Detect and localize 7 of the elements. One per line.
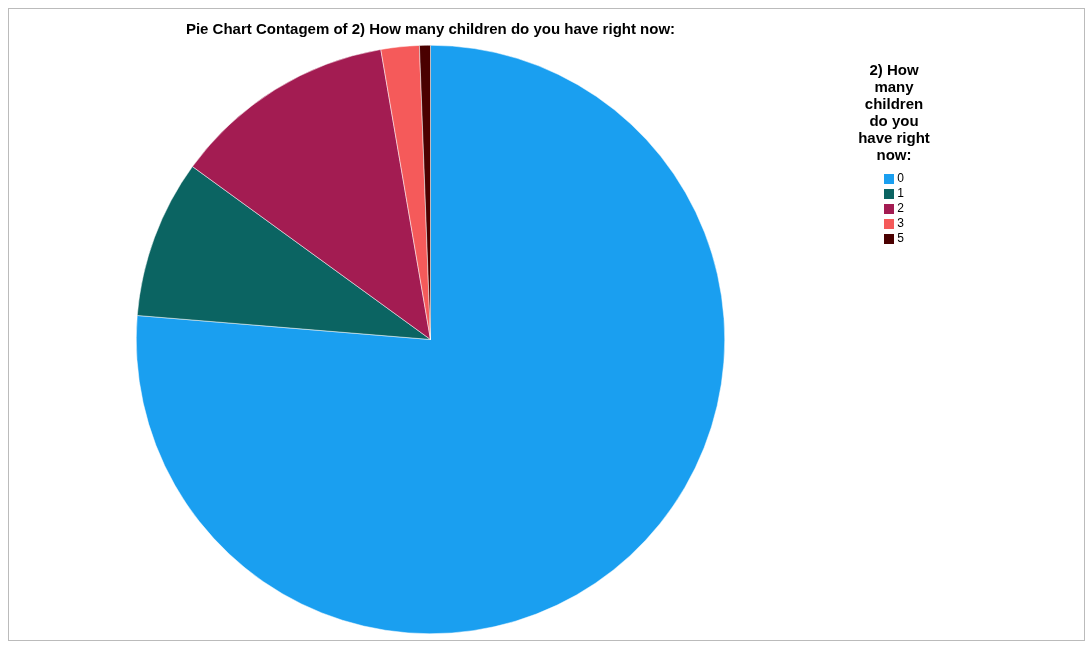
legend-label: 3 [897, 216, 904, 231]
legend-label: 0 [897, 171, 904, 186]
chart-title: Pie Chart Contagem of 2) How many children do you have right now: [185, 20, 676, 38]
legend-label: 2 [897, 201, 904, 216]
legend-title: 2) How many children do you have right now: [857, 61, 931, 163]
legend-label: 1 [897, 186, 904, 201]
legend-label: 5 [897, 231, 904, 246]
